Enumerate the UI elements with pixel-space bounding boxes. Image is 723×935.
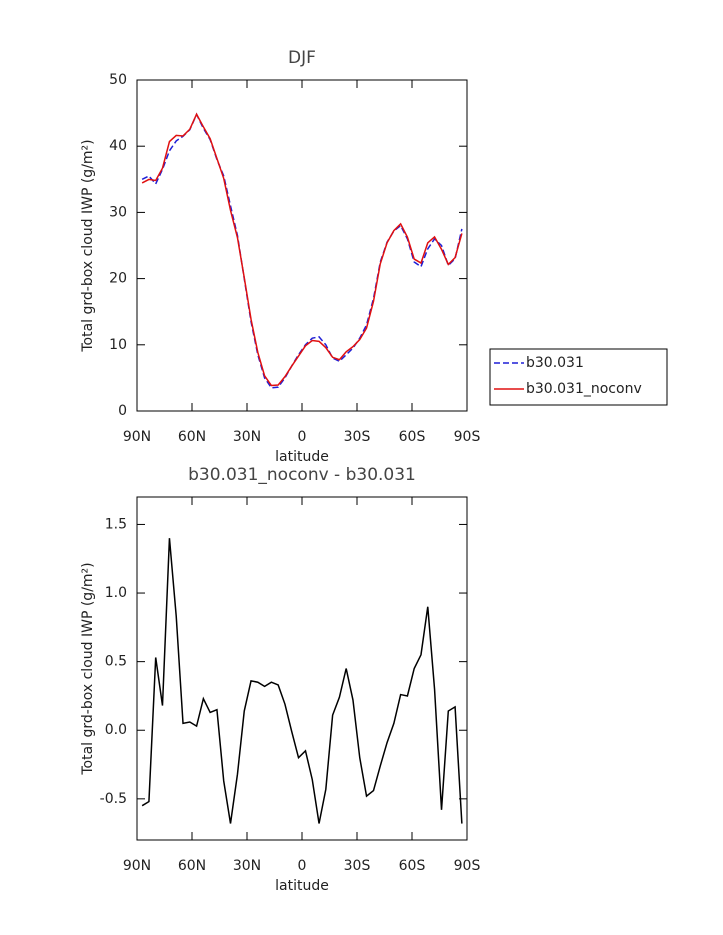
x-tick-label: 60S <box>399 429 426 445</box>
y-tick-label: 50 <box>109 72 127 88</box>
x-tick-label: 90N <box>123 858 151 874</box>
x-tick-label: 90N <box>123 429 151 445</box>
y-tick-label: 0.0 <box>105 722 127 738</box>
x-tick-label: 60N <box>178 429 206 445</box>
x-tick-label: 90S <box>454 429 481 445</box>
x-tick-label: 0 <box>298 429 307 445</box>
y-tick-label: 1.5 <box>105 516 127 532</box>
plot-frame <box>136 496 468 841</box>
y-tick-label: 0.5 <box>105 654 127 670</box>
x-tick-label: 30N <box>233 429 261 445</box>
y-axis-label: Total grd-box cloud IWP (g/m²) <box>80 562 96 775</box>
plot-frame <box>136 79 468 412</box>
y-tick-label: -0.5 <box>100 791 127 807</box>
y-tick-label: 10 <box>109 337 127 353</box>
data-line <box>141 112 463 389</box>
y-tick-label: 1.0 <box>105 585 127 601</box>
y-tick-label: 30 <box>109 204 127 220</box>
x-tick-label: 60S <box>399 858 426 874</box>
x-tick-label: 0 <box>298 858 307 874</box>
x-axis-label: latitude <box>275 878 329 894</box>
data-line <box>141 112 463 387</box>
x-tick-label: 30S <box>344 429 371 445</box>
x-tick-label: 60N <box>178 858 206 874</box>
data-line <box>141 538 463 824</box>
x-axis-label: latitude <box>275 449 329 465</box>
x-tick-label: 90S <box>454 858 481 874</box>
legend-label: b30.031_noconv <box>526 381 642 397</box>
x-tick-label: 30S <box>344 858 371 874</box>
legend-label: b30.031 <box>526 355 584 371</box>
x-tick-label: 30N <box>233 858 261 874</box>
chart-title: DJF <box>288 48 316 68</box>
legend-box <box>489 348 668 406</box>
chart-title: b30.031_noconv - b30.031 <box>188 465 416 485</box>
y-tick-label: 40 <box>109 138 127 154</box>
y-axis-label: Total grd-box cloud IWP (g/m²) <box>80 139 96 352</box>
y-tick-label: 0 <box>118 403 127 419</box>
y-tick-label: 20 <box>109 271 127 287</box>
